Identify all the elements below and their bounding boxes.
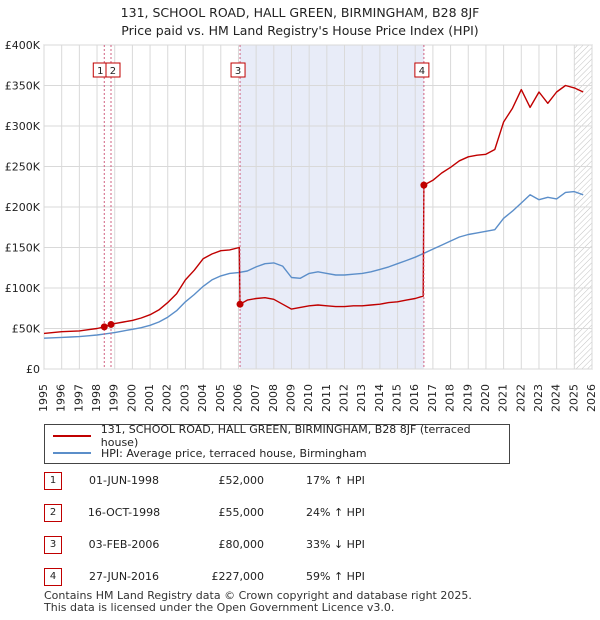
x-tick-label: 2017 xyxy=(426,384,439,412)
legend-swatch-property xyxy=(53,435,91,437)
x-tick-label: 1999 xyxy=(108,384,121,412)
badge-box-4 xyxy=(414,62,430,78)
x-tick-label: 2011 xyxy=(320,384,333,412)
x-tick-label: 2019 xyxy=(461,384,474,412)
y-tick-label: £0 xyxy=(26,363,40,376)
sale-point-4 xyxy=(420,181,428,189)
x-tick-label: 2000 xyxy=(125,384,138,412)
transaction-date: 01-JUN-1998 xyxy=(88,474,160,487)
y-tick-label: £250K xyxy=(5,161,41,174)
x-tick-label: 2001 xyxy=(143,384,156,412)
badge-label-1: 1 xyxy=(97,66,103,77)
x-tick-label: 2022 xyxy=(514,384,527,412)
x-axis-tick-labels: 1995 1996 1997 1998 1999 2000 2001 2002 2003 2004… xyxy=(37,384,598,412)
x-tick-label: 2026 xyxy=(585,384,598,412)
table-row: 3 03-FEB-2006 £80,000 33% ↓ HPI xyxy=(44,536,464,554)
x-tick-label: 2002 xyxy=(161,384,174,412)
footer-line-1: Contains HM Land Registry data © Crown c… xyxy=(44,589,472,602)
footer-line-2: This data is licensed under the Open Gov… xyxy=(44,601,395,614)
table-row: 2 16-OCT-1998 £55,000 24% ↑ HPI xyxy=(44,504,464,522)
title-line-1: 131, SCHOOL ROAD, HALL GREEN, BIRMINGHAM… xyxy=(120,5,480,20)
y-tick-label: £350K xyxy=(5,80,41,93)
x-tick-label: 2015 xyxy=(391,384,404,412)
chart-title: 131, SCHOOL ROAD, HALL GREEN, BIRMINGHAM… xyxy=(0,4,600,40)
badge-label-3: 3 xyxy=(235,66,241,77)
x-tick-label: 1998 xyxy=(90,384,103,412)
legend: 131, SCHOOL ROAD, HALL GREEN, BIRMINGHAM… xyxy=(44,423,510,464)
transaction-badge: 4 xyxy=(44,568,62,586)
transaction-hpi: 17% ↑ HPI xyxy=(306,474,365,487)
transaction-date: 16-OCT-1998 xyxy=(87,506,161,519)
transaction-hpi: 24% ↑ HPI xyxy=(306,506,365,519)
x-tick-label: 2018 xyxy=(444,384,457,412)
price-chart: 1995 1996 1997 1998 1999 2000 2001 2002 2003 2004… xyxy=(5,39,598,412)
series-group xyxy=(43,84,584,339)
legend-label-property: 131, SCHOOL ROAD, HALL GREEN, BIRMINGHAM… xyxy=(100,423,471,449)
x-tick-label: 2013 xyxy=(355,384,368,412)
transaction-badge: 1 xyxy=(44,472,62,490)
transaction-marker-lines xyxy=(103,45,425,369)
transaction-date: 27-JUN-2016 xyxy=(88,570,160,583)
legend-swatch-hpi xyxy=(53,452,91,454)
legend-item-hpi: HPI: Average price, terraced house, Birm… xyxy=(53,445,367,461)
y-tick-label: £200K xyxy=(5,201,41,214)
transaction-price: £227,000 xyxy=(211,570,265,583)
x-tick-label: 2020 xyxy=(479,384,492,412)
transaction-points xyxy=(100,181,428,331)
series-line-hpi xyxy=(43,190,584,339)
x-tick-label: 2012 xyxy=(338,384,351,412)
transaction-badge: 2 xyxy=(44,504,62,522)
x-tick-label: 2008 xyxy=(267,384,280,412)
transaction-price: £52,000 xyxy=(218,474,265,487)
transaction-price: £80,000 xyxy=(218,538,265,551)
table-row: 4 27-JUN-2016 £227,000 59% ↑ HPI xyxy=(44,568,464,586)
badge-box-3 xyxy=(230,62,246,78)
transaction-price: £55,000 xyxy=(218,506,265,519)
y-tick-label: £50K xyxy=(12,323,41,336)
transaction-badge: 3 xyxy=(44,536,62,554)
x-tick-label: 2023 xyxy=(532,384,545,412)
x-tick-label: 2005 xyxy=(214,384,227,412)
x-tick-label: 2004 xyxy=(196,384,209,412)
y-tick-label: £150K xyxy=(5,242,41,255)
badge-label-4: 4 xyxy=(419,66,425,77)
grid-lines xyxy=(43,44,593,370)
y-axis-tick-labels: £0 £50K £100K £150K £200K £250K £300K £350K £400… xyxy=(5,39,41,376)
x-tick-label: 2021 xyxy=(497,384,510,412)
sale-point-2 xyxy=(107,320,115,328)
transaction-date: 03-FEB-2006 xyxy=(88,538,160,551)
badge-label-2: 2 xyxy=(110,66,116,77)
sale-point-3 xyxy=(236,300,244,308)
footer: Contains HM Land Registry data © Crown c… xyxy=(44,590,472,614)
x-tick-label: 2016 xyxy=(408,384,421,412)
x-tick-label: 2009 xyxy=(284,384,297,412)
x-tick-label: 1997 xyxy=(72,384,85,412)
x-tick-label: 2014 xyxy=(373,384,386,412)
transaction-hpi: 33% ↓ HPI xyxy=(306,538,365,551)
x-tick-label: 2010 xyxy=(302,384,315,412)
badge-box-2 xyxy=(105,62,121,78)
y-tick-label: £100K xyxy=(5,282,41,295)
x-tick-label: 1995 xyxy=(37,384,50,412)
y-tick-label: £400K xyxy=(5,39,41,52)
transaction-hpi: 59% ↑ HPI xyxy=(306,570,365,583)
x-tick-label: 2007 xyxy=(249,384,262,412)
sale-point-1 xyxy=(100,323,108,331)
y-tick-label: £300K xyxy=(5,120,41,133)
legend-item-property: 131, SCHOOL ROAD, HALL GREEN, BIRMINGHAM… xyxy=(53,423,509,449)
x-tick-label: 2024 xyxy=(550,384,563,412)
x-tick-label: 2003 xyxy=(178,384,191,412)
legend-label-hpi: HPI: Average price, terraced house, Birm… xyxy=(101,446,367,460)
title-line-2: Price paid vs. HM Land Registry's House … xyxy=(121,23,479,38)
x-tick-label: 2006 xyxy=(231,384,244,412)
x-tick-label: 1996 xyxy=(55,384,68,412)
table-row: 1 01-JUN-1998 £52,000 17% ↑ HPI xyxy=(44,472,464,490)
series-line-property xyxy=(43,84,584,335)
x-tick-label: 2025 xyxy=(567,384,580,412)
